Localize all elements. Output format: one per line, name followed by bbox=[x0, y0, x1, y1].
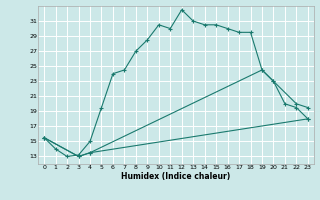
X-axis label: Humidex (Indice chaleur): Humidex (Indice chaleur) bbox=[121, 172, 231, 181]
